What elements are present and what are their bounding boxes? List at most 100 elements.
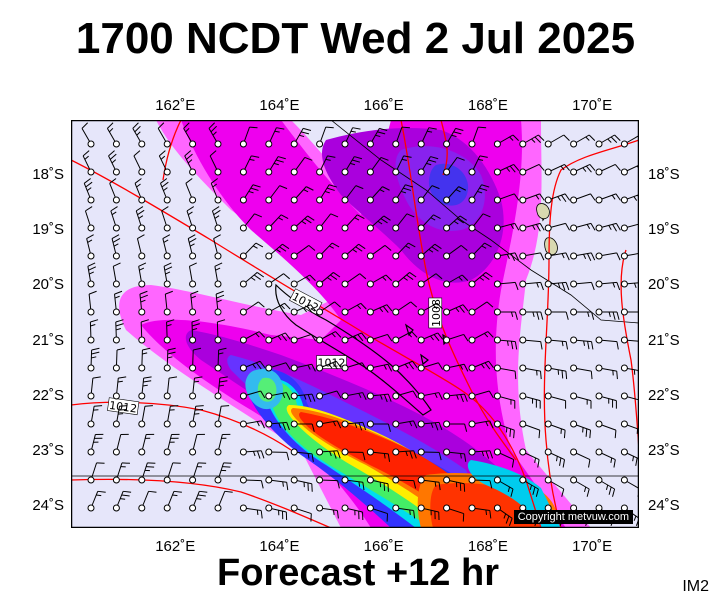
wind-barb: [189, 376, 203, 400]
wind-barb: [595, 134, 621, 148]
copyright-notice: Copyright metvuw.com: [513, 510, 633, 524]
wind-barb: [570, 308, 595, 320]
wind-barb: [341, 392, 367, 400]
wind-barb: [493, 392, 516, 409]
wind-barb: [570, 222, 596, 232]
wind-barb: [595, 193, 621, 204]
wind-barb: [620, 252, 639, 260]
wind-barb: [392, 420, 418, 429]
wind-barb: [159, 178, 171, 204]
wind-barb: [417, 243, 442, 260]
wind-barb: [417, 504, 440, 521]
wind-barb: [290, 245, 316, 260]
wind-barb: [443, 392, 468, 403]
wind-barb: [620, 134, 639, 148]
wind-barb: [392, 155, 412, 176]
wind-barb: [316, 448, 341, 459]
wind-barb: [138, 433, 155, 456]
wind-barb: [544, 280, 570, 291]
lon-label-top: 168˚E: [467, 97, 508, 114]
wind-barb: [570, 336, 594, 350]
wind-barb: [112, 319, 124, 344]
wind-barb: [417, 302, 443, 316]
wind-barb: [189, 462, 207, 484]
wind-barb: [214, 490, 233, 512]
wind-barb: [570, 280, 595, 291]
wind-barb: [290, 420, 315, 432]
wind-barb: [468, 272, 493, 288]
isobar-label: 1008: [428, 297, 443, 329]
wind-barb: [392, 213, 415, 232]
wind-barb: [493, 134, 519, 148]
wind-barb: [544, 364, 568, 380]
wind-barb: [544, 420, 566, 439]
wind-barb: [110, 206, 120, 232]
wind-barb: [519, 448, 540, 468]
isobar-1: [71, 159, 542, 528]
wind-barb: [341, 273, 367, 288]
wind-barb: [468, 331, 494, 344]
wind-barb: [112, 405, 128, 428]
lon-label-bottom: 168˚E: [467, 538, 508, 555]
wind-barb: [158, 150, 171, 176]
wind-barb: [366, 448, 391, 462]
wind-barb: [493, 308, 518, 320]
wind-barb: [544, 163, 571, 176]
wind-barb: [265, 185, 288, 204]
wind-barb: [392, 331, 418, 344]
wind-barb: [111, 234, 121, 260]
wind-barb: [187, 234, 197, 260]
wind-barb: [443, 245, 468, 260]
wind-barb: [366, 476, 389, 492]
wind-barb: [341, 332, 367, 344]
wind-barb: [519, 222, 545, 232]
wind-barb: [544, 308, 569, 320]
wind-barb: [316, 301, 341, 316]
wind-barb: [595, 308, 620, 320]
wind-barb: [163, 376, 178, 400]
wind-barb: [392, 476, 417, 489]
wind-barb: [519, 420, 541, 439]
wind-barb: [290, 476, 313, 492]
wind-barb: [570, 448, 591, 468]
wind-barb: [189, 490, 208, 512]
wind-barb: [341, 504, 364, 521]
wind-barb: [620, 308, 639, 316]
wind-barb: [87, 319, 99, 344]
wind-barb: [392, 272, 417, 288]
wind-barb: [366, 420, 391, 432]
wind-barb: [214, 262, 223, 288]
lat-label-right: 24˚S: [648, 496, 680, 514]
wind-barb: [86, 234, 95, 260]
wind-barb: [316, 213, 339, 232]
wind-barb: [239, 448, 265, 459]
wind-barb: [214, 347, 227, 372]
wind-barb: [214, 376, 228, 400]
wind-barb: [493, 336, 518, 350]
wind-barb: [239, 126, 258, 148]
wind-barb: [366, 504, 389, 522]
wind-barb: [417, 185, 440, 204]
lat-label-left: 20˚S: [32, 276, 64, 294]
wind-barb: [341, 362, 367, 372]
lon-label-top: 170˚E: [572, 97, 613, 114]
wind-barb: [161, 206, 171, 232]
wind-barb: [214, 433, 231, 456]
wind-barb: [265, 332, 291, 344]
wind-barb: [316, 242, 340, 260]
wind-barb: [163, 347, 176, 372]
wind-barb: [417, 448, 442, 461]
wind-barb: [570, 476, 590, 497]
image-tag: IM2: [682, 578, 709, 595]
wind-barb: [112, 347, 125, 372]
wind-barb: [366, 333, 393, 344]
wind-barb: [595, 163, 621, 176]
wind-barb: [316, 390, 342, 400]
lat-label-right: 20˚S: [648, 276, 680, 294]
wind-barb: [392, 360, 418, 372]
wind-barb: [138, 262, 147, 288]
map-border: [71, 120, 639, 528]
wind-barb: [519, 308, 544, 320]
wind-barb: [443, 448, 467, 462]
wind-barb: [316, 126, 334, 148]
